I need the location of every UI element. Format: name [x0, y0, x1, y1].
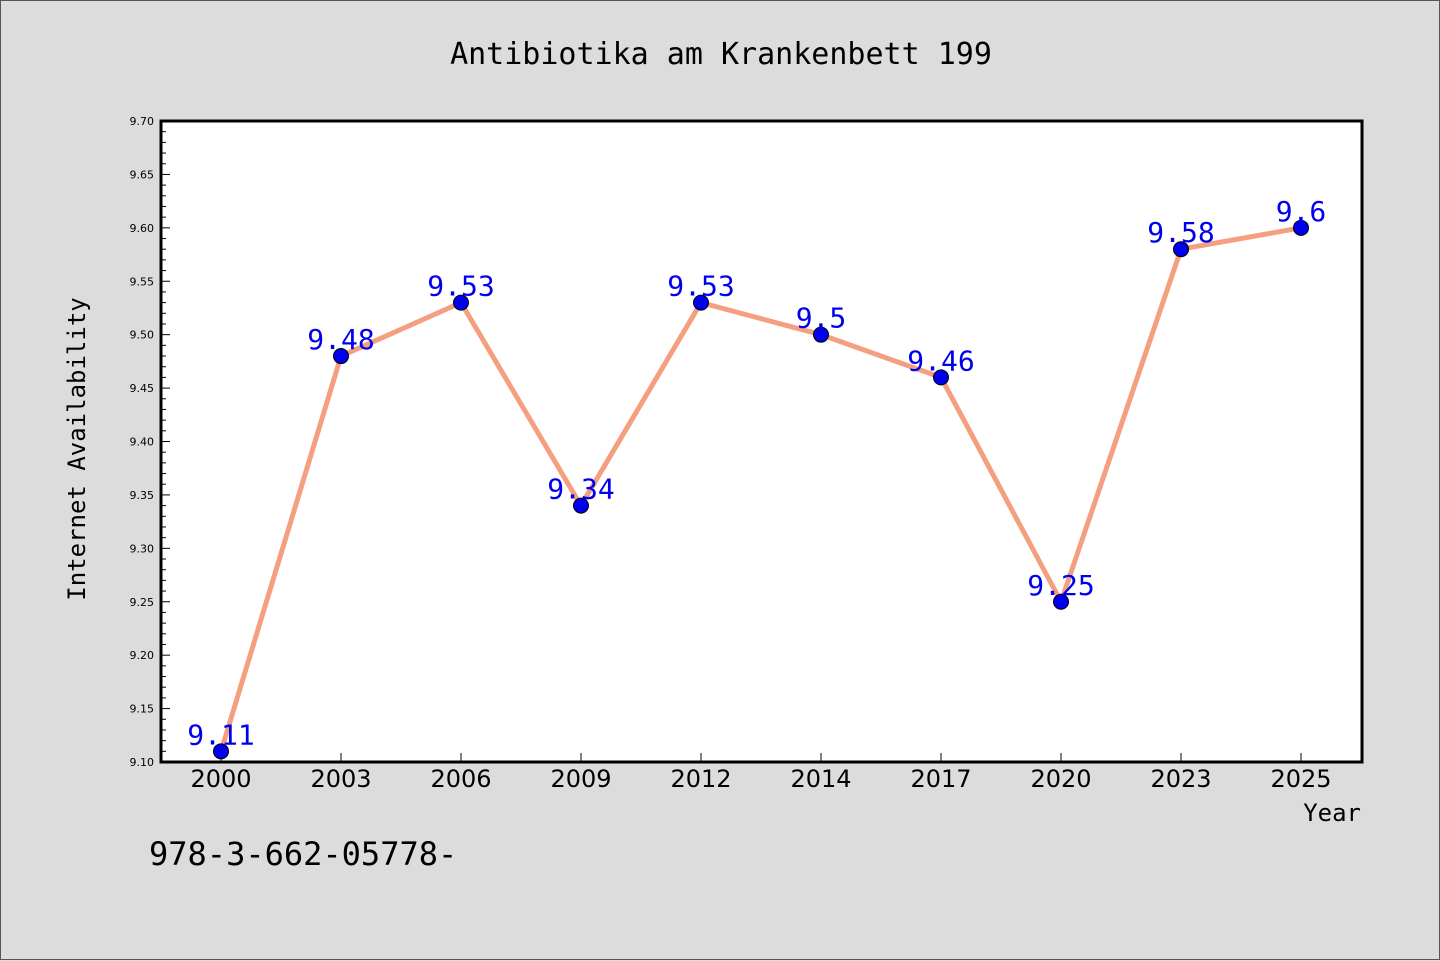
data-point — [813, 326, 829, 343]
data-label: 9.6 — [1276, 195, 1327, 228]
data-label: 9.34 — [547, 473, 614, 506]
x-axis-label: Year — [1303, 799, 1361, 827]
y-tick-label: 9.25 — [130, 596, 155, 609]
y-tick-label: 9.50 — [130, 329, 155, 342]
x-tick-label: 2023 — [1150, 765, 1211, 793]
x-tick-label: 2000 — [190, 765, 251, 793]
y-tick-label: 9.70 — [130, 115, 155, 128]
data-point — [573, 497, 589, 514]
footer-code: 978-3-662-05778- — [149, 835, 457, 873]
data-label: 9.11 — [187, 718, 254, 751]
data-label: 9.53 — [667, 270, 734, 303]
data-series: 9.11 9.48 9.53 9.34 9.53 9.5 9.46 9.25 9.58 9.6 — [187, 195, 1327, 760]
data-point — [693, 294, 709, 311]
y-tick-label: 9.30 — [130, 542, 155, 555]
y-tick-label: 9.60 — [130, 222, 155, 235]
data-point — [453, 294, 469, 311]
x-tick-label: 2006 — [430, 765, 491, 793]
data-point — [933, 369, 949, 386]
chart-title: Antibiotika am Krankenbett 199 — [450, 37, 992, 72]
y-tick-label: 9.10 — [130, 756, 155, 769]
y-axis-label: Internet Availability — [63, 297, 91, 600]
y-tick-label: 9.20 — [130, 649, 155, 662]
data-point — [333, 348, 349, 365]
y-tick-label: 9.45 — [130, 382, 155, 395]
x-axis: 2000 2003 2006 2009 2012 2014 2017 2020 2023 2025 — [190, 753, 1332, 793]
data-label: 9.46 — [907, 344, 974, 377]
series-line — [218, 225, 1304, 754]
y-tick-label: 9.35 — [130, 489, 155, 502]
x-tick-label: 2025 — [1270, 765, 1331, 793]
data-label: 9.48 — [307, 323, 374, 356]
data-point — [1053, 593, 1069, 610]
data-point — [1293, 219, 1309, 236]
data-label: 9.5 — [796, 302, 847, 335]
x-tick-label: 2014 — [790, 765, 851, 793]
y-tick-label: 9.40 — [130, 436, 155, 449]
y-tick-label: 9.15 — [130, 703, 155, 716]
data-label: 9.53 — [427, 270, 494, 303]
plot-area — [159, 119, 1364, 764]
y-tick-label: 9.65 — [130, 168, 155, 181]
data-point — [1173, 241, 1189, 258]
y-axis: 9.10 9.15 9.20 9.25 9.30 9.35 9.40 9.45 9.50 9.55… — [130, 115, 170, 769]
data-label: 9.58 — [1147, 216, 1214, 249]
data-point — [213, 743, 229, 760]
x-tick-label: 2020 — [1030, 765, 1091, 793]
x-tick-label: 2009 — [550, 765, 611, 793]
data-label: 9.25 — [1027, 569, 1094, 602]
x-tick-label: 2017 — [910, 765, 971, 793]
x-tick-label: 2012 — [670, 765, 731, 793]
y-tick-label: 9.55 — [130, 275, 155, 288]
x-tick-label: 2003 — [310, 765, 371, 793]
